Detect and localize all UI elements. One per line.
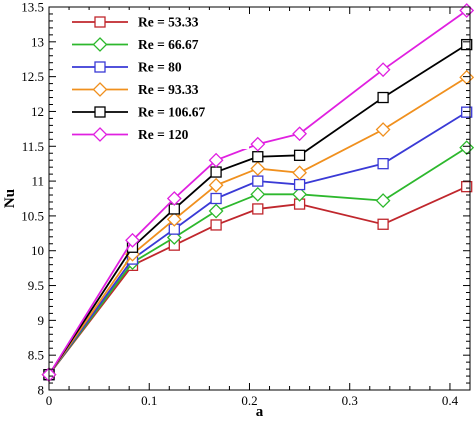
data-point [208,203,224,219]
data-point [459,69,474,85]
legend-marker [94,61,106,73]
data-point [375,193,391,209]
legend-entry-3: Re = 80 [72,60,182,75]
data-point [210,166,222,178]
data-point [250,136,266,152]
legend-marker [92,127,108,142]
x-tick-label: 0.3 [342,393,358,408]
x-axis-title: a [256,404,264,420]
legend-label: Re = 120 [138,127,189,142]
y-tick-label: 12 [31,104,44,119]
legend-box [64,10,249,149]
y-axis-title: Nu [2,189,18,208]
y-tick-label: 8.5 [28,348,44,363]
data-point [208,152,224,168]
legend-marker [94,16,106,28]
y-tick-label: 13 [31,34,44,49]
data-point [461,38,473,51]
y-tick-label: 10 [31,243,44,258]
data-point [293,178,306,191]
y-tick-label: 12.5 [21,69,44,84]
data-point [250,186,266,202]
x-tick-label: 0.4 [442,393,459,408]
legend-label: Re = 53.33 [138,15,199,30]
data-point [210,219,222,231]
series-line [48,76,468,376]
data-point [292,165,308,181]
data-point [461,106,473,118]
legend-marker [92,37,108,52]
legend-label: Re = 93.33 [138,82,199,97]
y-tick-label: 9 [38,313,45,328]
x-tick-label: 0.2 [241,393,257,408]
y-tick-label: 11 [31,174,44,189]
legend-entry-6: Re = 120 [72,127,189,142]
data-point [375,122,391,137]
data-point [377,158,389,170]
legend-label: Re = 106.67 [138,105,206,120]
data-point [252,151,264,163]
data-point [377,91,389,104]
data-point [459,140,474,156]
y-tick-label: 8 [38,383,45,398]
series-4 [41,69,474,383]
series-line [48,43,468,376]
data-point [252,203,264,215]
legend-entry-4: Re = 93.33 [72,82,199,97]
data-point [461,181,473,193]
legend-entry-2: Re = 66.67 [72,37,199,52]
y-tick-label: 13.5 [21,0,44,15]
series-line [48,146,468,376]
data-point [292,126,308,142]
data-point [293,149,306,161]
data-point [250,161,266,176]
series-line [48,9,468,376]
y-tick-label: 10.5 [21,208,44,223]
legend-entry-5: Re = 106.67 [72,105,206,120]
y-tick-label: 9.5 [28,278,44,293]
series-6 [41,3,474,383]
legend-label: Re = 66.67 [138,37,199,52]
legend-entry-1: Re = 53.33 [72,15,199,30]
legend-label: Re = 80 [138,60,182,75]
data-point [459,3,474,18]
data-point [210,192,222,205]
data-point [208,177,224,193]
data-point [125,232,140,248]
data-point [292,186,308,202]
plot-frame [48,6,471,391]
data-point [166,211,182,227]
x-tick-label: 0.1 [141,393,157,408]
legend-marker [92,82,108,97]
data-point [252,175,264,187]
data-point [377,218,389,230]
legend-marker [94,106,106,118]
data-point [166,191,182,206]
y-tick-label: 11.5 [22,139,44,154]
data-point [375,62,391,78]
x-tick-label: 0 [46,393,53,408]
series-line [48,185,468,376]
